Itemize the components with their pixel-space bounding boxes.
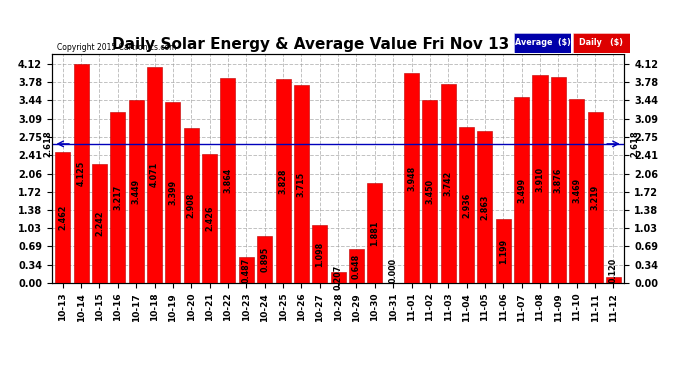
Text: 2.863: 2.863 [480, 194, 489, 220]
Bar [294, 86, 309, 283]
Bar [312, 225, 327, 283]
Bar [514, 97, 529, 283]
Bar [184, 128, 199, 283]
Bar [220, 78, 235, 283]
Bar [569, 99, 584, 283]
Text: 1.098: 1.098 [315, 241, 324, 267]
Text: 4.071: 4.071 [150, 162, 159, 188]
Text: 0.000: 0.000 [388, 258, 397, 283]
Text: 3.499: 3.499 [518, 177, 526, 203]
Text: 0.207: 0.207 [333, 265, 343, 290]
Text: 3.715: 3.715 [297, 172, 306, 197]
Text: 1.199: 1.199 [499, 238, 508, 264]
Bar [55, 152, 70, 283]
Text: Copyright 2015 Cartronics.com: Copyright 2015 Cartronics.com [57, 43, 177, 52]
Bar [551, 77, 566, 283]
Text: 2.462: 2.462 [58, 205, 67, 230]
Text: 3.948: 3.948 [407, 165, 416, 191]
Bar [588, 112, 602, 283]
Bar [239, 257, 254, 283]
Text: 3.219: 3.219 [591, 185, 600, 210]
Text: 2.426: 2.426 [205, 206, 214, 231]
Text: 4.125: 4.125 [77, 161, 86, 186]
Bar [422, 100, 437, 283]
Text: 2.618: 2.618 [630, 130, 639, 157]
Text: 2.936: 2.936 [462, 192, 471, 217]
Text: 1.881: 1.881 [371, 220, 380, 246]
Bar [275, 80, 290, 283]
Text: 3.828: 3.828 [279, 168, 288, 194]
Text: 2.618: 2.618 [43, 130, 52, 157]
Bar [331, 272, 346, 283]
Bar [441, 84, 456, 283]
Text: 0.895: 0.895 [260, 247, 269, 272]
Bar [606, 277, 621, 283]
Text: 3.469: 3.469 [572, 178, 581, 203]
Bar [257, 236, 272, 283]
Text: 3.742: 3.742 [444, 171, 453, 196]
Bar [477, 131, 493, 283]
Text: 3.450: 3.450 [425, 179, 435, 204]
Text: 3.876: 3.876 [554, 167, 563, 193]
Text: 3.864: 3.864 [224, 168, 233, 193]
Bar [404, 73, 419, 283]
Bar [349, 249, 364, 283]
Bar [166, 102, 180, 283]
Bar [459, 127, 474, 283]
Bar [202, 154, 217, 283]
Title: Daily Solar Energy & Average Value Fri Nov 13 16:36: Daily Solar Energy & Average Value Fri N… [112, 37, 564, 52]
Text: Daily   ($): Daily ($) [580, 39, 623, 48]
Bar [110, 112, 126, 283]
Text: 3.910: 3.910 [535, 166, 544, 192]
Bar [147, 66, 162, 283]
Text: Average  ($): Average ($) [515, 39, 571, 48]
Text: 3.399: 3.399 [168, 180, 177, 205]
Text: 2.908: 2.908 [187, 193, 196, 219]
Bar [92, 164, 107, 283]
Text: 3.217: 3.217 [113, 185, 122, 210]
Text: 0.120: 0.120 [609, 257, 618, 283]
Bar [128, 100, 144, 283]
Bar [367, 183, 382, 283]
Text: 3.449: 3.449 [132, 179, 141, 204]
Text: 0.487: 0.487 [241, 258, 251, 283]
Bar [496, 219, 511, 283]
Bar [533, 75, 548, 283]
Text: 2.242: 2.242 [95, 211, 104, 236]
Bar [74, 64, 88, 283]
Text: 0.648: 0.648 [352, 253, 361, 279]
